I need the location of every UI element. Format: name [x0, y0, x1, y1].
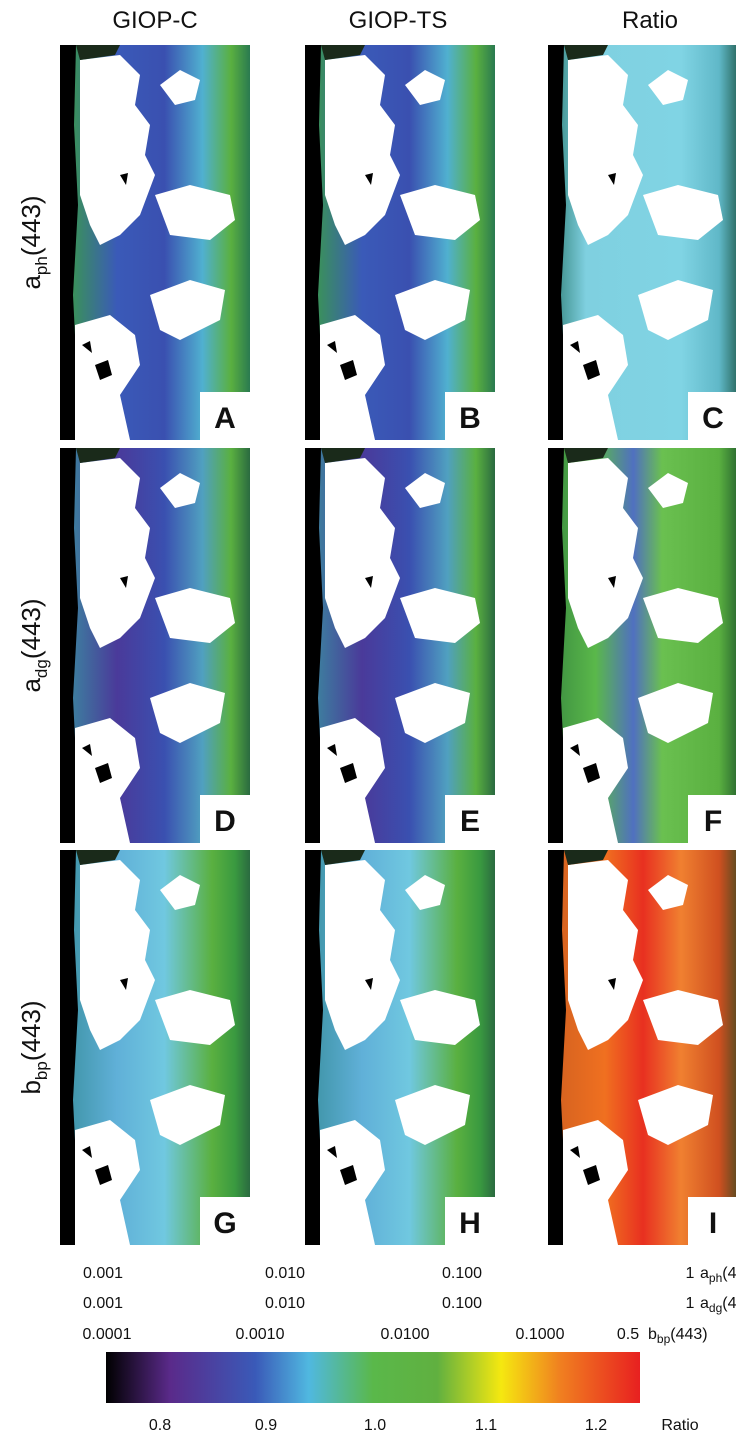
var-base: a [700, 1265, 709, 1282]
letter-box [688, 1197, 736, 1245]
var-sub: dg [32, 659, 51, 678]
scale-tick: 0.0001 [83, 1326, 132, 1343]
scale-tick: 0.100 [442, 1265, 482, 1282]
panel-grid: A B C D E F G H I [60, 45, 736, 1245]
panel-letter: E [460, 805, 480, 838]
scale-tick: 1 [686, 1265, 695, 1282]
panel-letter: D [214, 805, 236, 838]
letter-box [688, 392, 736, 440]
ratio-label: Ratio [661, 1417, 698, 1434]
var-base: b [16, 1080, 46, 1094]
variable-label: bbp(443) [16, 1000, 51, 1094]
var-suffix: (443) [722, 1295, 736, 1312]
letter-box [200, 1197, 250, 1245]
var-suffix: (443) [16, 195, 46, 256]
map-panel: B [305, 45, 495, 440]
var-suffix: (443) [16, 598, 46, 659]
var-base: a [16, 678, 46, 693]
panel-letter: F [704, 805, 722, 838]
var-suffix: (443) [16, 1000, 46, 1061]
scale-tick: 0.0010 [236, 1326, 285, 1343]
panel-letter: C [702, 402, 724, 435]
variable-label: aph(443) [16, 195, 51, 289]
scale-tick: 0.5 [617, 1326, 639, 1343]
ratio-tick: 1.2 [585, 1417, 607, 1434]
scale-tick: 0.010 [265, 1265, 305, 1282]
scale-tick: 0.001 [83, 1265, 123, 1282]
column-header: GIOP-TS [349, 7, 448, 34]
letter-box [200, 392, 250, 440]
var-suffix: (443) [722, 1265, 736, 1282]
map-panel: C [548, 45, 736, 440]
map-panel: D [60, 448, 250, 843]
letter-box [445, 1197, 495, 1245]
var-sub: ph [709, 1271, 722, 1285]
colorbar [106, 1352, 640, 1403]
letter-box [445, 392, 495, 440]
variable-label: adg(443) [700, 1295, 736, 1315]
scale-tick: 0.1000 [516, 1326, 565, 1343]
variable-label: adg(443) [16, 598, 51, 692]
map-panel: F [548, 448, 736, 843]
panel-letter: H [459, 1207, 481, 1240]
column-header: Ratio [622, 7, 678, 34]
var-suffix: (443) [670, 1326, 707, 1343]
variable-label: aph(443) [700, 1265, 736, 1285]
ratio-tick: 0.9 [255, 1417, 277, 1434]
var-sub: dg [709, 1301, 722, 1315]
var-sub: bp [32, 1061, 51, 1080]
scale-tick: 0.100 [442, 1295, 482, 1312]
var-base: a [700, 1295, 709, 1312]
labels: GIOP-C GIOP-TS Ratioaph(443)adg(443)bbp(44… [16, 7, 736, 1434]
panel-letter: I [709, 1207, 717, 1240]
ratio-tick: 1.0 [364, 1417, 386, 1434]
scale-tick: 0.001 [83, 1295, 123, 1312]
var-base: a [16, 275, 46, 290]
map-panel: H [305, 850, 495, 1245]
var-base: b [648, 1326, 657, 1343]
map-panel: A [60, 45, 250, 440]
map-panel: G [60, 850, 250, 1245]
var-sub: bp [657, 1332, 671, 1346]
panel-letter: G [213, 1207, 236, 1240]
panel-letter: A [214, 402, 236, 435]
letter-box [688, 795, 736, 843]
scale-tick: 0.010 [265, 1295, 305, 1312]
letter-box [445, 795, 495, 843]
column-header: GIOP-C [112, 7, 197, 34]
ratio-tick: 1.1 [475, 1417, 497, 1434]
panel-letter: B [459, 402, 481, 435]
scale-tick: 0.0100 [381, 1326, 430, 1343]
map-panel: E [305, 448, 495, 843]
var-sub: ph [32, 256, 51, 275]
variable-label: bbp(443) [648, 1326, 708, 1346]
letter-box [200, 795, 250, 843]
scale-tick: 1 [686, 1295, 695, 1312]
ratio-tick: 0.8 [149, 1417, 171, 1434]
map-panel: I [548, 850, 736, 1245]
